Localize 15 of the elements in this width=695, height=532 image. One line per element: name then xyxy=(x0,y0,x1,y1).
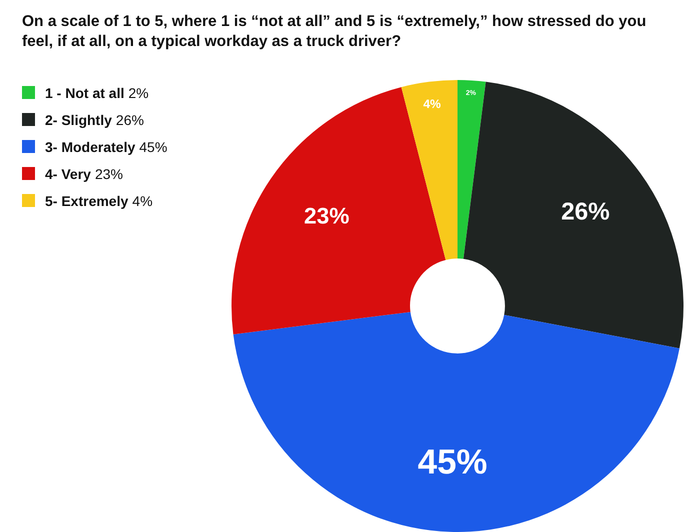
data-label: 23% xyxy=(94,166,123,182)
text: 2% xyxy=(128,84,149,100)
text: 26% xyxy=(116,112,144,128)
text: 45% xyxy=(139,138,168,154)
data-label: 4% xyxy=(423,97,442,112)
legend-label: 1 - Not at all xyxy=(45,84,124,100)
legend-label: 3- Moderately xyxy=(45,138,136,154)
legend-label: 5- Extremely xyxy=(45,192,128,208)
legend-label: 2- Slightly xyxy=(45,112,112,128)
text: 4% xyxy=(132,192,153,208)
data-label: 26% xyxy=(561,198,610,226)
text: 23% xyxy=(304,202,350,228)
legend-label: 4- Very xyxy=(45,166,91,182)
chart-title: On a scale of 1 to 5, where 1 is “not at all” and 5 is “extremely,” how stressed do you feel, if at all, on a typical workday as a truck driver? xyxy=(22,12,648,52)
data-label: 45% xyxy=(418,444,488,482)
